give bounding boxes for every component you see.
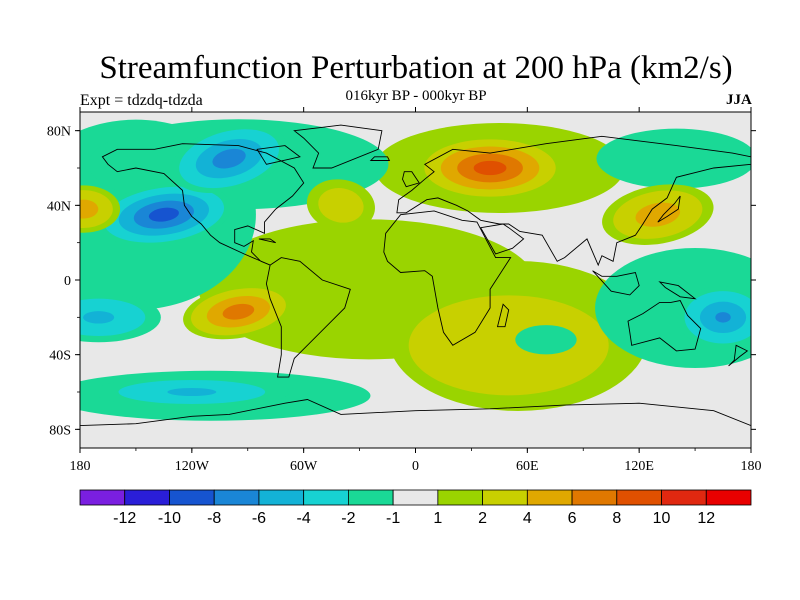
- experiment-label: Expt = tdzdq-tdzda: [80, 92, 203, 109]
- coastline-new-guinea: [658, 281, 697, 300]
- coastline-arabia: [479, 223, 525, 255]
- anomaly-dateline-positive: [80, 185, 121, 233]
- contour-band: [473, 160, 507, 176]
- colorbar-swatch: [705, 489, 752, 506]
- colorbar-swatch: [571, 489, 618, 506]
- colorbar-label: -1: [386, 510, 400, 527]
- anomaly-australia-negative: [676, 285, 751, 349]
- coastline-africa: [383, 210, 512, 346]
- colorbar-label: -10: [158, 510, 181, 527]
- anomaly-north-america-negative: [170, 124, 288, 193]
- coastline-antarctica: [80, 399, 751, 448]
- colorbar-swatch: [437, 489, 484, 506]
- coastline-indonesia: [592, 270, 640, 296]
- colorbar-label: -4: [297, 510, 311, 527]
- anomaly-atlantic-positive: [306, 179, 376, 232]
- x-tick-label: 120E: [624, 459, 654, 474]
- colorbar-swatch: [303, 489, 349, 506]
- anomaly-south-pacific-positive: [183, 284, 294, 340]
- colorbar-swatch: [392, 489, 439, 506]
- colorbar-swatch: [79, 489, 126, 506]
- coastline-north-america: [101, 143, 305, 266]
- coastline-greenland: [293, 124, 383, 169]
- x-tick-label: 180: [70, 459, 91, 474]
- colorbar-swatch: [661, 489, 707, 506]
- x-tick-label: 60W: [290, 459, 318, 474]
- anomaly-north-pacific-negative: [96, 183, 232, 247]
- y-tick-label: 80S: [49, 423, 71, 438]
- colorbar-swatch: [482, 489, 528, 506]
- x-tick-label: 60E: [516, 459, 539, 474]
- band-south-indian-core: [408, 295, 609, 396]
- colorbar-label: 2: [478, 510, 487, 527]
- contour-band: [212, 148, 246, 169]
- colorbar-label: 8: [612, 510, 621, 527]
- colorbar-swatch: [169, 489, 215, 506]
- coastline-iceland: [369, 156, 391, 161]
- x-tick-label: 120W: [175, 459, 210, 474]
- colorbar-label: 4: [523, 510, 532, 527]
- coastline-cuba: [258, 238, 276, 244]
- colorbar-swatch: [258, 489, 305, 506]
- colorbar-label: 12: [697, 510, 715, 527]
- colorbar: -12 -10 -8 -6 -4 -2 -1 1 2 4 6 8 10 12: [79, 489, 752, 527]
- x-tick-label: 0: [412, 459, 419, 474]
- contour-band: [83, 311, 115, 324]
- coastline-british-isles: [402, 171, 420, 188]
- axis-ticks: 180 120W 60W 0 60E 120E 180 80N 40N 0 40S 80S: [47, 107, 762, 474]
- coastline-japan: [657, 195, 681, 223]
- coastline-australia: [627, 299, 702, 352]
- y-tick-label: 40N: [47, 199, 71, 214]
- chart-subtitle: 016kyr BP - 000kyr BP: [345, 88, 487, 104]
- coastline-baffin: [256, 145, 301, 165]
- coastline-madagascar: [496, 303, 510, 328]
- y-tick-label: 40S: [49, 349, 71, 364]
- colorbar-label: 6: [568, 510, 577, 527]
- colorbar-swatch: [213, 489, 260, 506]
- colorbar-label: -2: [341, 510, 355, 527]
- contour-band: [715, 312, 731, 323]
- anomaly-indian-ocean-negative: [515, 325, 577, 355]
- y-tick-label: 0: [64, 274, 71, 289]
- y-tick-label: 80N: [47, 125, 71, 140]
- band-arctic: [596, 128, 751, 189]
- contour-band: [318, 187, 364, 223]
- coastline-south-america: [265, 257, 351, 378]
- chart-title: Streamfunction Perturbation at 200 hPa (…: [99, 50, 733, 86]
- x-tick-label: 180: [741, 459, 762, 474]
- colorbar-label: 10: [653, 510, 671, 527]
- colorbar-swatch: [347, 489, 394, 506]
- contour-band: [148, 207, 179, 222]
- colorbar-label: 1: [433, 510, 442, 527]
- contour-band: [222, 303, 255, 320]
- colorbar-swatch: [526, 489, 573, 506]
- season-label: JJA: [726, 92, 752, 108]
- colorbar-swatch: [616, 489, 662, 506]
- colorbar-label: -6: [252, 510, 266, 527]
- coastline-layer: [80, 124, 751, 448]
- anomaly-europe-positive-center: [416, 135, 564, 201]
- contour-band: [515, 325, 577, 355]
- contour-band: [167, 388, 217, 396]
- coastline-eurasia: [396, 135, 751, 267]
- colorbar-label: -12: [113, 510, 136, 527]
- coastline-new-zealand: [728, 344, 749, 367]
- anomaly-southern-ocean-negative: [94, 376, 290, 408]
- colorbar-label: -8: [207, 510, 221, 527]
- contour-band: [80, 199, 99, 219]
- colorbar-swatch: [124, 489, 170, 506]
- anomaly-south-pacific-negative: [80, 292, 161, 343]
- field-layer: [80, 119, 751, 421]
